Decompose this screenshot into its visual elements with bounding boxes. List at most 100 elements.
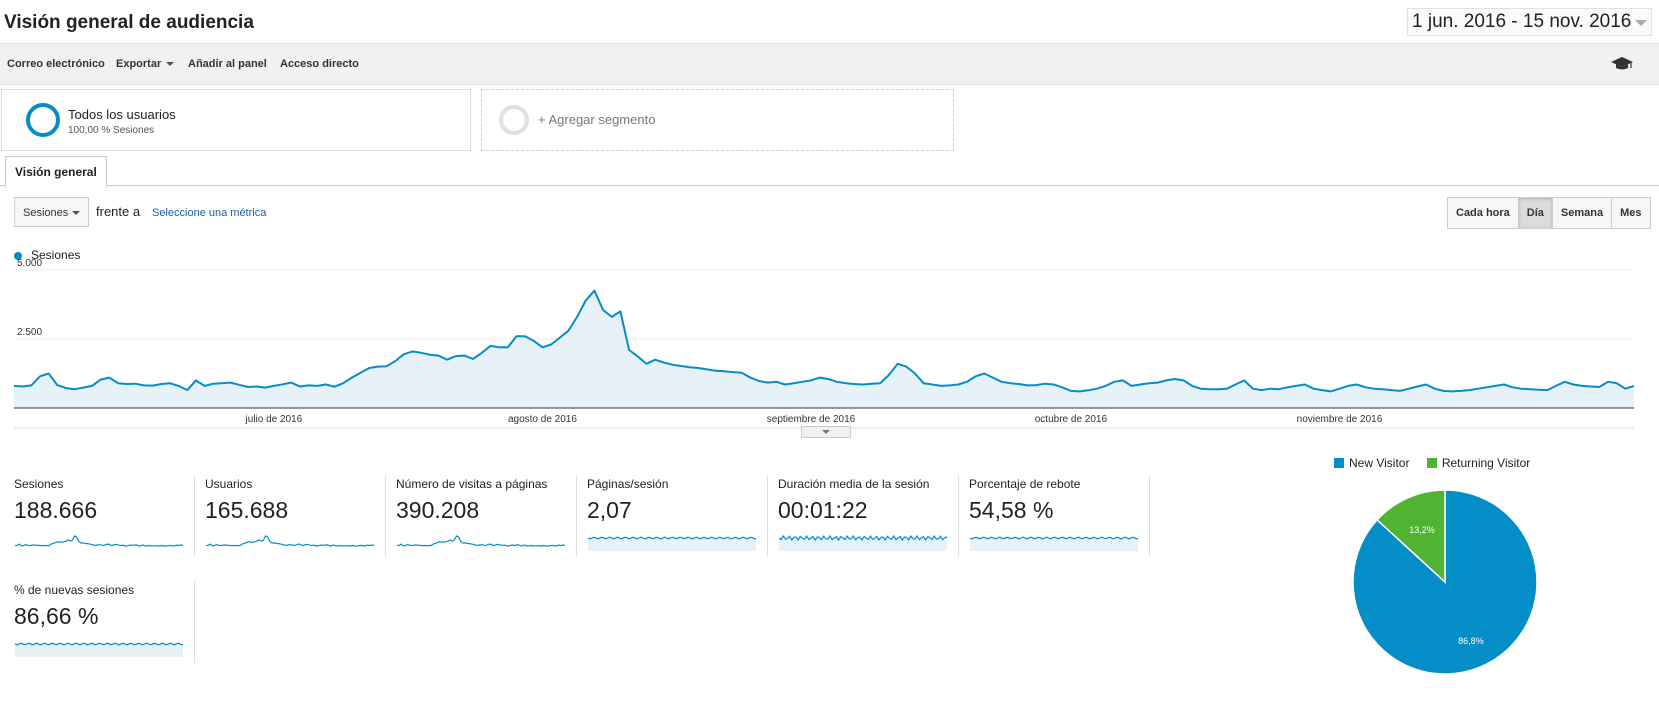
chevron-down-icon xyxy=(166,62,175,67)
x-tick-label: julio de 2016 xyxy=(245,414,303,425)
chevron-down-icon xyxy=(822,430,830,434)
pie-slice-label: 86,8% xyxy=(1458,636,1484,646)
date-range-picker[interactable]: 1 jun. 2016 - 15 nov. 2016 xyxy=(1407,8,1653,36)
sessions-line-chart[interactable]: 5.000 2.500 julio de 2016 agosto de 2016 sep… xyxy=(0,258,1659,430)
add-segment-box[interactable]: + Agregar segmento xyxy=(481,89,954,151)
y-tick-label: 5.000 xyxy=(17,258,42,269)
day-button[interactable]: Día xyxy=(1518,198,1553,228)
metric-separator xyxy=(194,581,195,663)
metric-separator xyxy=(958,475,959,557)
metric-value: 86,66 % xyxy=(14,603,99,629)
metric-label: Duración media de la sesión xyxy=(778,477,930,491)
chart-collapse-toggle[interactable] xyxy=(801,426,851,438)
segment-all-users[interactable]: Todos los usuarios 100,00 % Sesiones xyxy=(1,89,471,151)
select-metric-link[interactable]: Seleccione una métrica xyxy=(152,207,267,219)
metric-value: 2,07 xyxy=(587,497,632,523)
metric-sparkline xyxy=(205,535,375,547)
legend-swatch-new xyxy=(1334,458,1344,468)
metric-sparkline xyxy=(969,536,1139,551)
chevron-down-icon xyxy=(1635,20,1648,26)
sparkline-line xyxy=(778,534,948,542)
report-toolbar: Correo electrónico Exportar Añadir al pa… xyxy=(0,43,1659,85)
graduation-cap-icon[interactable] xyxy=(1611,56,1633,72)
metric-label: Sesiones xyxy=(14,477,64,491)
legend-swatch xyxy=(14,251,22,260)
metric-tile[interactable]: Duración media de la sesión 00:01:22 xyxy=(778,477,958,555)
export-menu[interactable]: Exportar xyxy=(116,58,175,70)
month-button[interactable]: Mes xyxy=(1612,198,1650,228)
metric-sparkline xyxy=(396,535,566,547)
metric-tile[interactable]: Usuarios 165.688 xyxy=(205,477,385,555)
pie-legend: New Visitor Returning Visitor xyxy=(1334,456,1530,470)
metric-tile[interactable]: Porcentaje de rebote 54,58 % xyxy=(969,477,1149,555)
sparkline-line xyxy=(969,536,1139,540)
metric-value: 390.208 xyxy=(396,497,480,523)
export-label: Exportar xyxy=(116,58,162,70)
metric-label: Páginas/sesión xyxy=(587,477,669,491)
sessions-series-line xyxy=(13,289,1635,393)
x-tick-label: agosto de 2016 xyxy=(508,414,577,425)
sparkline-line xyxy=(14,642,184,646)
metric-sparkline xyxy=(587,536,757,551)
x-tick-label: septiembre de 2016 xyxy=(767,414,856,425)
legend-new-visitor: New Visitor xyxy=(1349,456,1410,470)
versus-label: frente a xyxy=(96,204,141,219)
sparkline-line xyxy=(587,536,757,540)
pie-slice-label: 13,2% xyxy=(1409,525,1435,535)
metric-label: Número de visitas a páginas xyxy=(396,477,548,491)
metric-label: Usuarios xyxy=(205,477,253,491)
legend-label-sessions: Sesiones xyxy=(31,248,81,262)
add-segment-label: + Agregar segmento xyxy=(538,112,656,127)
sparkline-line xyxy=(205,535,375,547)
sparkline-line xyxy=(14,535,184,547)
sparkline-line xyxy=(396,535,566,547)
metric-value: 188.666 xyxy=(14,497,98,523)
metric-sparkline xyxy=(778,534,948,551)
metric-value: 54,58 % xyxy=(969,497,1054,523)
sparkline-fill xyxy=(15,643,183,657)
segment-donut-icon xyxy=(26,103,60,137)
metric-sparkline xyxy=(14,535,184,547)
shortcut-button[interactable]: Acceso directo xyxy=(280,58,359,70)
metric-label: Porcentaje de rebote xyxy=(969,477,1081,491)
granularity-buttons: Cada hora Día Semana Mes xyxy=(1447,197,1651,229)
email-button[interactable]: Correo electrónico xyxy=(7,58,105,70)
tab-overview[interactable]: Visión general xyxy=(5,156,107,188)
legend-swatch-returning xyxy=(1426,458,1437,468)
x-tick-label: octubre de 2016 xyxy=(1035,414,1108,425)
sparkline-fill xyxy=(588,537,756,551)
add-to-dashboard-button[interactable]: Añadir al panel xyxy=(188,58,267,70)
visitor-type-pie-chart[interactable]: 86,8% 13,2% xyxy=(1350,487,1540,677)
metric-select[interactable]: Sesiones xyxy=(14,197,89,227)
metric-separator xyxy=(767,475,768,557)
metric-label: % de nuevas sesiones xyxy=(14,583,135,597)
empty-segment-icon xyxy=(499,105,529,135)
metric-value: 00:01:22 xyxy=(778,497,868,523)
segment-title: Todos los usuarios xyxy=(68,107,176,122)
metric-separator xyxy=(194,475,195,557)
week-button[interactable]: Semana xyxy=(1552,198,1613,228)
metric-separator xyxy=(576,475,577,557)
segment-subtitle: 100,00 % Sesiones xyxy=(68,125,155,136)
metric-value: 165.688 xyxy=(205,497,289,523)
metric-select-value: Sesiones xyxy=(23,207,69,219)
tab-bar-divider xyxy=(0,185,1659,186)
metric-separator xyxy=(385,475,386,557)
metric-tile[interactable]: Sesiones 188.666 xyxy=(14,477,194,555)
date-range-label: 1 jun. 2016 - 15 nov. 2016 xyxy=(1412,11,1632,32)
x-tick-label: noviembre de 2016 xyxy=(1297,414,1383,425)
sparkline-fill xyxy=(970,537,1138,551)
legend-returning-visitor: Returning Visitor xyxy=(1441,456,1531,470)
hourly-button[interactable]: Cada hora xyxy=(1448,198,1519,228)
metric-tile[interactable]: Páginas/sesión 2,07 xyxy=(587,477,767,555)
page-title: Visión general de audiencia xyxy=(4,12,254,33)
metric-separator xyxy=(1149,475,1150,557)
metric-tile[interactable]: Número de visitas a páginas 390.208 xyxy=(396,477,576,555)
sessions-area-fill xyxy=(14,290,1634,408)
chart-legend: Sesiones xyxy=(14,248,80,262)
metric-tile[interactable]: % de nuevas sesiones 86,66 % xyxy=(14,583,194,661)
chevron-down-icon xyxy=(72,211,80,215)
y-tick-label: 2.500 xyxy=(17,327,42,338)
pie-slice[interactable] xyxy=(1376,489,1446,584)
metric-sparkline xyxy=(14,642,184,657)
